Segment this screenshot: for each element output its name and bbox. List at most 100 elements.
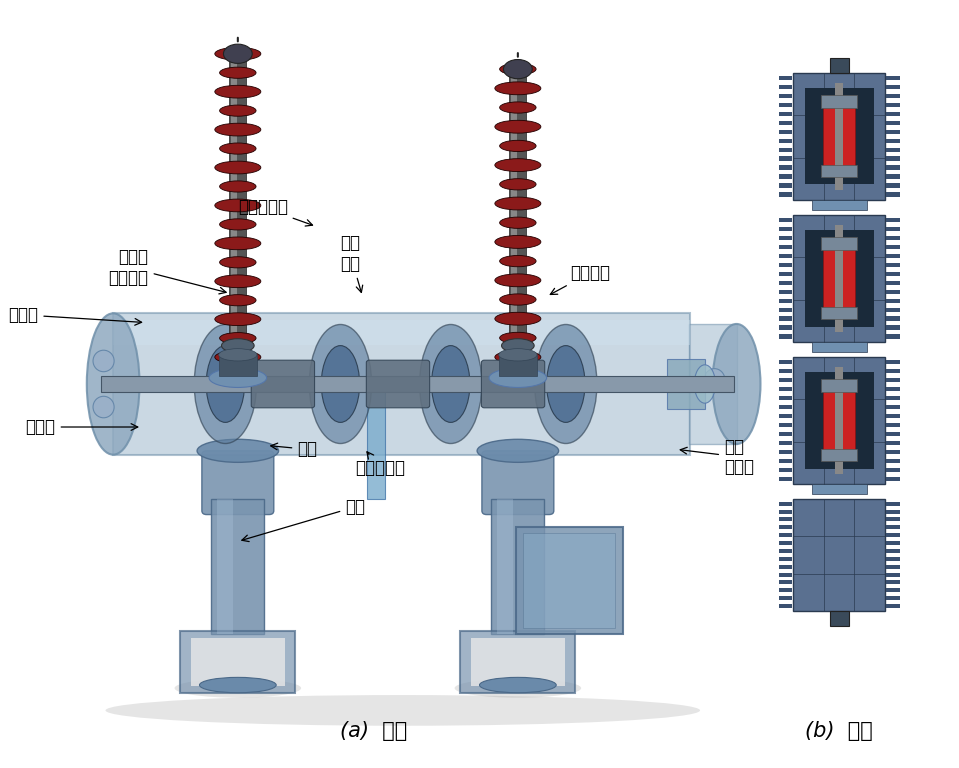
- Bar: [886, 588, 900, 592]
- FancyBboxPatch shape: [180, 631, 295, 693]
- Bar: [822, 237, 856, 250]
- Bar: [779, 138, 792, 143]
- Bar: [779, 218, 792, 223]
- Bar: [667, 359, 705, 409]
- Ellipse shape: [499, 349, 537, 361]
- Bar: [219, 355, 257, 376]
- Ellipse shape: [500, 141, 536, 151]
- Ellipse shape: [194, 325, 256, 444]
- Text: (a)  罐式: (a) 罐式: [340, 721, 408, 741]
- Bar: [886, 245, 900, 250]
- Ellipse shape: [547, 346, 585, 422]
- Bar: [793, 215, 885, 342]
- Bar: [886, 557, 900, 561]
- Bar: [886, 280, 900, 285]
- Bar: [779, 422, 792, 427]
- FancyBboxPatch shape: [366, 360, 430, 408]
- Bar: [822, 307, 856, 319]
- Ellipse shape: [220, 67, 256, 78]
- Text: 导电杆: 导电杆: [26, 418, 138, 436]
- Bar: [779, 326, 792, 330]
- Text: 电流
互感器: 电流 互感器: [680, 438, 754, 476]
- Ellipse shape: [500, 217, 536, 228]
- Bar: [823, 243, 855, 313]
- Ellipse shape: [215, 85, 261, 98]
- Bar: [886, 422, 900, 427]
- Ellipse shape: [455, 679, 581, 697]
- Bar: [779, 432, 792, 436]
- Bar: [886, 76, 900, 81]
- Ellipse shape: [495, 274, 541, 286]
- Bar: [779, 396, 792, 400]
- Bar: [886, 360, 900, 365]
- Ellipse shape: [215, 48, 261, 60]
- Bar: [779, 525, 792, 529]
- Ellipse shape: [220, 333, 256, 344]
- Ellipse shape: [502, 339, 534, 353]
- Bar: [835, 367, 843, 474]
- Bar: [886, 541, 900, 545]
- Ellipse shape: [175, 679, 301, 697]
- Ellipse shape: [215, 313, 261, 326]
- Bar: [886, 138, 900, 143]
- Bar: [886, 458, 900, 463]
- Bar: [113, 320, 690, 345]
- Bar: [779, 103, 792, 108]
- Bar: [886, 84, 900, 89]
- Bar: [779, 441, 792, 445]
- Ellipse shape: [209, 369, 267, 388]
- Bar: [886, 414, 900, 419]
- Bar: [231, 54, 237, 357]
- Bar: [886, 432, 900, 436]
- Bar: [779, 588, 792, 592]
- Ellipse shape: [93, 350, 114, 372]
- Bar: [822, 379, 856, 392]
- Ellipse shape: [219, 349, 257, 361]
- Bar: [779, 596, 792, 601]
- Bar: [779, 147, 792, 152]
- Ellipse shape: [500, 102, 536, 113]
- Bar: [886, 396, 900, 400]
- Bar: [886, 518, 900, 521]
- Bar: [886, 581, 900, 584]
- Bar: [886, 103, 900, 108]
- Bar: [886, 121, 900, 125]
- Bar: [779, 253, 792, 258]
- Bar: [886, 509, 900, 514]
- Bar: [830, 611, 849, 626]
- Bar: [886, 157, 900, 161]
- Bar: [779, 130, 792, 134]
- Ellipse shape: [500, 179, 536, 190]
- Ellipse shape: [500, 294, 536, 305]
- Bar: [779, 581, 792, 584]
- Bar: [805, 372, 874, 468]
- Bar: [835, 225, 843, 332]
- Bar: [779, 316, 792, 321]
- FancyBboxPatch shape: [482, 451, 554, 515]
- Ellipse shape: [215, 237, 261, 250]
- Ellipse shape: [220, 219, 256, 230]
- Bar: [886, 174, 900, 179]
- Bar: [779, 334, 792, 339]
- Bar: [779, 458, 792, 463]
- FancyBboxPatch shape: [201, 451, 274, 515]
- Bar: [805, 230, 874, 326]
- Bar: [835, 83, 843, 190]
- Bar: [805, 88, 874, 184]
- Bar: [886, 441, 900, 445]
- Text: (b)  柱式: (b) 柱式: [806, 721, 873, 741]
- Bar: [779, 94, 792, 98]
- Bar: [886, 405, 900, 409]
- Bar: [499, 355, 537, 376]
- Bar: [886, 272, 900, 276]
- Bar: [779, 378, 792, 382]
- Text: 绝缘
拉杆: 绝缘 拉杆: [340, 234, 363, 293]
- Bar: [779, 84, 792, 89]
- Bar: [779, 518, 792, 521]
- Ellipse shape: [713, 324, 760, 444]
- Bar: [779, 533, 792, 537]
- FancyBboxPatch shape: [481, 360, 545, 408]
- Bar: [793, 357, 885, 484]
- Bar: [101, 376, 734, 392]
- Bar: [779, 360, 792, 365]
